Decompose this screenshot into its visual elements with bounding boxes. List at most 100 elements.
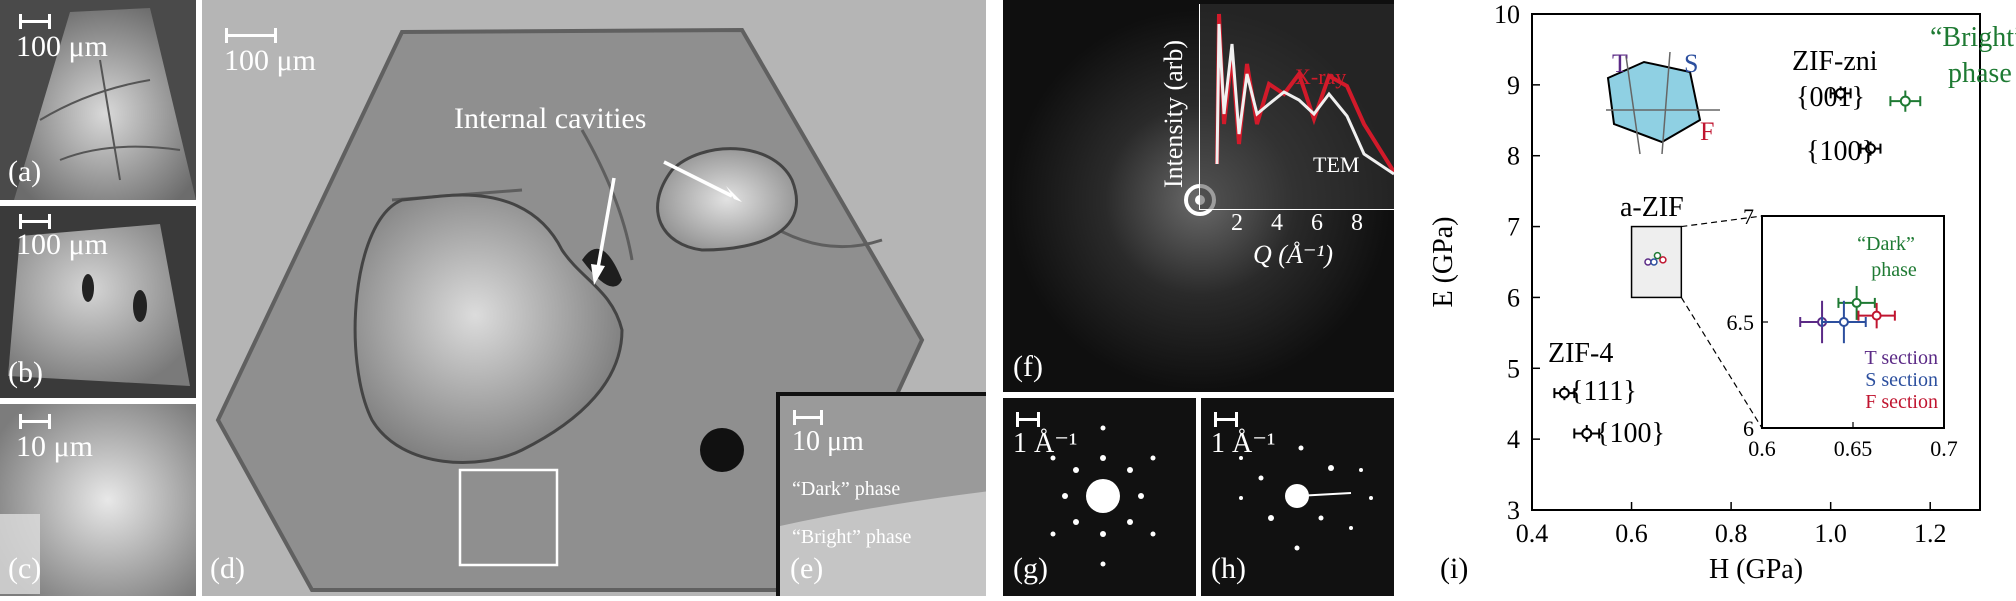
panel-d: 100 μm Internal cavities (d) 10 μm “Dark… (202, 0, 986, 596)
crystal-F-label: F (1700, 117, 1714, 146)
y-tick-label: 9 (1507, 71, 1520, 100)
a-zif-mini-3 (1659, 256, 1667, 264)
y-tick-label: 8 (1507, 142, 1520, 171)
dark-phase-label: “Dark” phase (792, 478, 901, 500)
scalebar-b (19, 214, 51, 229)
inset-tick-8: 8 (1351, 210, 1363, 236)
panel-a: 100 μm (a) (0, 0, 196, 200)
inset-y-tick-label: 7 (1743, 204, 1754, 229)
inset-y-tick-label: 6.5 (1727, 310, 1755, 335)
inset-xlabel: Q (Å⁻¹) (1253, 240, 1333, 269)
x-tick-label: 0.6 (1615, 519, 1648, 548)
scalebar-a (19, 14, 51, 29)
x-axis-label: H (GPa) (1709, 554, 1803, 585)
inset-x-tick-label: 0.7 (1930, 436, 1958, 461)
internal-cavities-label: Internal cavities (454, 102, 647, 135)
panel-i: 0.4 0.6 0.8 1.0 1.2 3 4 5 6 7 8 9 10 H (GPa) E (GPa) ZI… (1400, 0, 2016, 596)
plot-frame (1531, 13, 1981, 511)
panel-label-f: (f) (1013, 350, 1043, 383)
scalebar-g-label: 1 Å⁻¹ (1013, 428, 1078, 459)
zoom-line (1681, 215, 1763, 228)
panel-b: 100 μm (b) (0, 206, 196, 398)
y-axis-label: E (GPa) (1428, 217, 1459, 308)
panel-label-c: (c) (8, 552, 42, 585)
inset-x-tick-label: 0.65 (1834, 436, 1873, 461)
panel-label-h: (h) (1211, 552, 1246, 585)
panel-f: Intensity (arb) X-ray TEM 2 4 6 8 Q (Å⁻¹… (1003, 0, 1394, 392)
panel-b-micrograph (0, 206, 196, 398)
inset-series-0-point (1851, 297, 1862, 308)
scatter-chart: 0.4 0.6 0.8 1.0 1.2 3 4 5 6 7 8 9 10 H (GPa) E (GPa) ZI… (1428, 0, 2016, 585)
series-4-point (1581, 427, 1593, 439)
tem-label: TEM (1313, 152, 1360, 177)
zoom-line (1680, 297, 1763, 429)
scalebar-g (1016, 412, 1040, 427)
y-tick-label: 5 (1507, 354, 1520, 383)
inset-legend-entry: T section (1864, 347, 1938, 369)
crystal-T-label: T (1612, 49, 1628, 78)
scalebar-h (1214, 412, 1238, 427)
pdf-inset-plot (1198, 4, 1394, 211)
inset-y-tick-label: 6 (1743, 416, 1754, 441)
zif4-label: ZIF-4 (1548, 338, 1613, 369)
y-tick-label: 6 (1507, 283, 1520, 312)
panel-a-micrograph (0, 0, 196, 200)
zif4-111-label: {111} (1570, 376, 1637, 407)
scalebar-b-label: 100 μm (16, 228, 108, 261)
x-tick-label: 0.4 (1516, 519, 1549, 548)
panel-label-a: (a) (8, 155, 42, 188)
inset-legend-entry: F section (1865, 391, 1938, 413)
inset-tick-2: 2 (1231, 210, 1243, 236)
scalebar-h-label: 1 Å⁻¹ (1211, 428, 1276, 459)
panel-c-micrograph (0, 404, 196, 596)
y-tick-label: 3 (1507, 496, 1520, 525)
zni-001-label: {001} (1796, 82, 1865, 113)
series-2-point (1864, 143, 1876, 155)
inset-legend-entry: S section (1865, 369, 1938, 391)
scalebar-c-label: 10 μm (16, 430, 93, 463)
panel-h-diffraction (1201, 398, 1394, 596)
a-zif-mini-0 (1653, 251, 1662, 260)
y-tick-label: 10 (1494, 0, 1520, 29)
panel-label-e: (e) (790, 552, 824, 585)
panel-label-d: (d) (210, 552, 245, 585)
crystal-plane-line (1661, 51, 1671, 155)
series-3-point (1558, 387, 1570, 399)
inset-dark-phase-1: “Dark” (1857, 233, 1915, 255)
crystal-S-label: S (1684, 49, 1698, 78)
inset-tick-6: 6 (1311, 210, 1323, 236)
scalebar-c (19, 414, 51, 429)
crystal-shape (1606, 60, 1702, 144)
crystal-plane-line (1625, 55, 1641, 155)
inset-x-tick-label: 0.6 (1748, 436, 1776, 461)
scalebar-a-label: 100 μm (16, 30, 108, 63)
x-tick-label: 1.2 (1914, 519, 1947, 548)
zif-zni-label: ZIF-zni (1792, 46, 1878, 77)
inset-dark-phase-2: phase (1871, 259, 1917, 281)
panel-g: 1 Å⁻¹ (g) (1003, 398, 1196, 596)
series-0-point (1835, 87, 1847, 99)
bright-phase-label-2: phase (1948, 58, 2012, 89)
zni-100-label: {100} (1806, 136, 1875, 167)
series-1-point (1899, 95, 1911, 107)
panel-g-diffraction (1003, 398, 1196, 596)
scalebar-d (225, 28, 277, 43)
panel-e-micrograph (780, 396, 986, 596)
inset-ylabel: Intensity (arb) (1159, 39, 1188, 188)
panel-h: 1 Å⁻¹ (h) (1201, 398, 1394, 596)
inset-series-3-point (1871, 310, 1882, 321)
pdf-inset (1198, 4, 1394, 211)
y-tick-label: 7 (1507, 213, 1520, 242)
bright-phase-label: “Bright” phase (792, 526, 912, 548)
panel-label-b: (b) (8, 356, 43, 389)
x-tick-label: 0.8 (1715, 519, 1748, 548)
panel-c: 10 μm (c) (0, 404, 196, 596)
panel-label-g: (g) (1013, 552, 1048, 585)
a-zif-mini-2 (1650, 258, 1658, 266)
xray-label: X-ray (1295, 64, 1347, 89)
y-tick-label: 4 (1507, 425, 1520, 454)
a-zif-label: a-ZIF (1620, 192, 1684, 223)
inset-series-2-point (1838, 317, 1849, 327)
bright-phase-label-1: “Bright” (1930, 22, 2016, 53)
panel-e: 10 μm “Dark” phase “Bright” phase (e) (776, 392, 986, 596)
